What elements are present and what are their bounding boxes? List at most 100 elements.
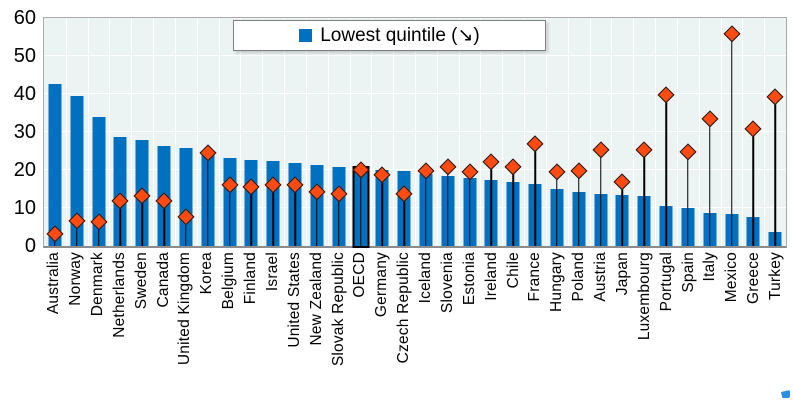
stem-new-zealand [316,191,318,246]
stem-ireland [490,161,493,246]
x-label-cell: New Zealand [306,252,328,402]
x-label-cell: Japan [612,252,634,402]
chart-column [262,18,284,246]
x-tick-label: Norway [67,252,85,306]
stem-turkey [774,96,776,246]
x-tick-label: Germany [373,252,391,318]
x-label-cell: Netherlands [109,252,131,402]
gridline-v [109,18,111,246]
x-label-cell: Greece [743,252,765,402]
x-tick-label: Finland [242,252,260,305]
gridline-v [545,18,547,246]
chart-column [481,18,503,246]
x-tick-label: United Kingdom [176,252,194,366]
gridline-v [196,18,198,246]
diamond-france [526,135,544,152]
x-tick-label: Spain [679,252,697,293]
y-tick-label: 10 [13,197,36,219]
x-tick-label: Denmark [88,252,106,317]
gridline-v [284,18,286,246]
x-label-cell: Turkey [765,252,787,402]
chart-column [677,18,699,246]
stem-japan [621,181,624,246]
diamond-japan [614,173,631,190]
gridline-v [720,18,722,246]
x-tick-label: Slovak Republic [329,252,347,367]
gridline-v [393,18,395,246]
x-label-cell: Korea [196,252,218,402]
diamond-poland [570,162,587,179]
x-tick-label: New Zealand [307,252,325,346]
x-tick-label: Japan [613,252,631,296]
x-tick-label: Austria [592,252,610,302]
x-tick-label: Chile [504,252,522,289]
gridline-v [742,18,744,246]
chart-column [415,18,437,246]
x-tick-label: Estonia [460,252,478,306]
x-label-cell: Chile [502,252,524,402]
chart-column [655,18,677,246]
stem-spain [687,151,689,246]
x-tick-label: Italy [701,252,719,282]
x-tick-label: Ireland [482,252,500,301]
x-label-cell: Czech Republic [393,252,415,402]
bar-australia [48,84,62,246]
x-tick-label: Czech Republic [395,252,413,364]
stem-united-kingdom [185,216,187,246]
diamond-turkey [767,88,784,105]
gridline-v [655,18,657,246]
gridline-v [153,18,155,246]
gridline-v [676,18,678,246]
chart-column [612,18,634,246]
chart-column [524,18,546,246]
stem-greece [752,128,755,246]
x-tick-label: France [526,252,544,302]
x-label-cell: Germany [371,252,393,402]
x-label-cell: Ireland [481,252,503,402]
gridline-v [480,18,482,246]
stem-israel [272,184,274,246]
gridline-v [87,18,89,246]
x-label-cell: Slovenia [437,252,459,402]
chart-column [459,18,481,246]
stem-slovenia [447,166,449,246]
x-tick-label: Israel [263,252,281,292]
y-tick-label: 40 [13,83,36,105]
chart-column [219,18,241,246]
legend-label: Lowest quintile (↘) [320,25,480,46]
diamond-luxembourg [636,140,653,158]
x-label-cell: Finland [240,252,262,402]
x-tick-label: United States [285,252,303,348]
stem-luxembourg [643,149,646,246]
chart-column [743,18,765,246]
statlink-icon [781,390,790,398]
x-tick-label: Netherlands [110,252,128,338]
y-tick-label: 20 [13,159,36,181]
bar-norway [70,95,84,246]
x-label-cell: Belgium [218,252,240,402]
x-tick-label: Australia [45,252,63,315]
gridline-v [458,18,460,246]
y-tick-label: 60 [13,7,36,29]
chart-column [764,18,786,246]
diamond-greece [745,120,762,138]
chart-column [502,18,524,246]
diamond-italy [701,110,718,127]
stem-czech-republic [403,193,405,246]
stem-portugal [665,94,667,246]
stem-oecd [359,169,362,246]
stem-iceland [425,170,427,246]
gridline-v [415,18,416,246]
stem-canada [163,200,165,246]
chart-column [44,18,66,246]
chart-column [306,18,328,246]
stem-norway [75,220,78,246]
chart-column [371,18,393,246]
gridline-v [305,18,307,246]
chart-column [568,18,590,246]
gridline-v [240,18,242,246]
diamond-spain [679,143,697,160]
x-label-cell: Sweden [131,252,153,402]
x-label-cell: Poland [568,252,590,402]
